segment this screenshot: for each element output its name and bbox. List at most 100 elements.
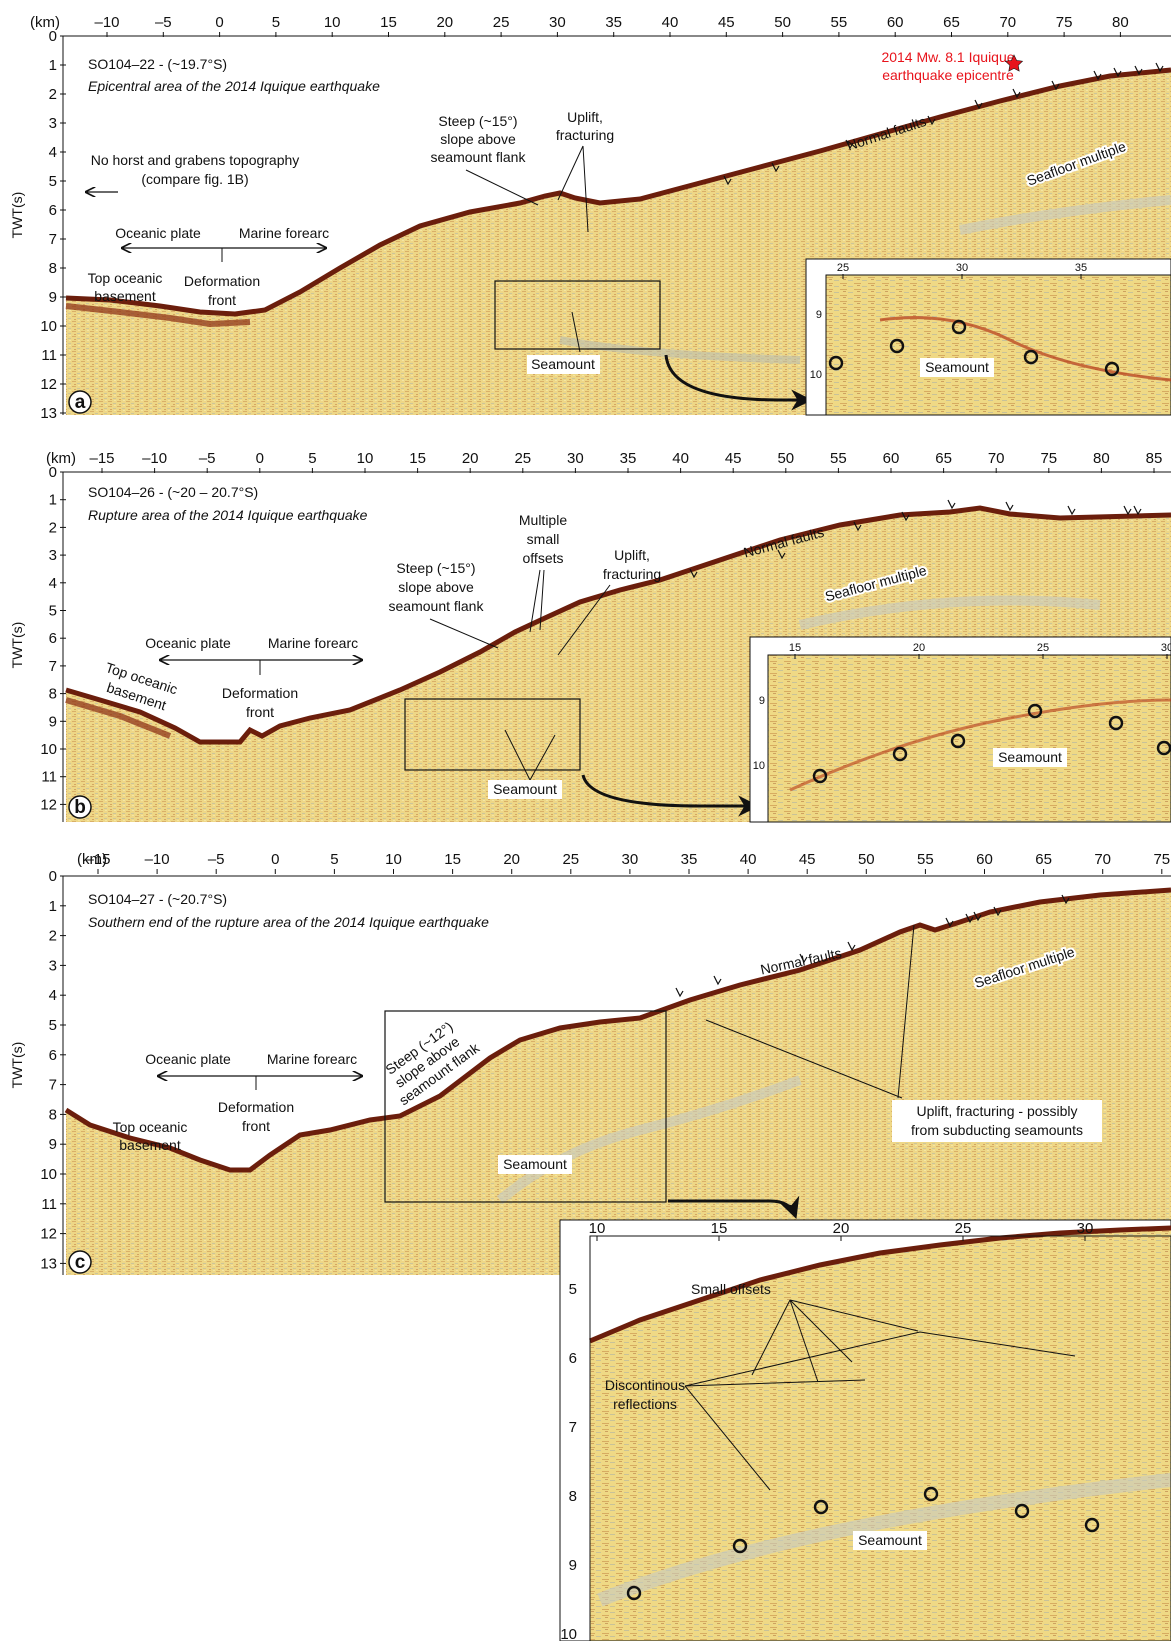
inset-seismic-c — [590, 1228, 1171, 1641]
fault-tick-b — [1005, 501, 1014, 512]
seamount-label-a: Seamount — [531, 356, 595, 372]
inset-x-axis-a: 25 30 35 — [837, 262, 1087, 279]
twt-a-tick: 4 — [49, 144, 57, 161]
seamount-label-bg-c — [498, 1155, 572, 1174]
inset-box-c — [384, 1010, 667, 1203]
inset-seafloor-c — [589, 1225, 1171, 1344]
km-a-tick: 55 — [831, 14, 848, 31]
profile-id-b: SO104–26 - (~20 – 20.7°S) — [88, 484, 258, 500]
inset-plot-frame-c — [589, 1235, 1171, 1641]
seafloor-reflector-b — [65, 505, 1171, 745]
deformation-label-a2: front — [208, 292, 236, 308]
km-unit-c: (km) — [77, 851, 107, 868]
twt-c-tick: 1 — [49, 898, 57, 915]
seamount-label-b: Seamount — [493, 781, 557, 797]
fault-tick-b — [1067, 505, 1076, 516]
twt-c-tick: 0 — [49, 868, 57, 885]
km-b-tick: 30 — [567, 450, 584, 467]
km-a-tick: 25 — [493, 14, 510, 31]
km-a-tick: 10 — [324, 14, 341, 31]
inset-b-y-tick: 10 — [753, 760, 765, 772]
inset-seamount-bg-a — [920, 358, 994, 377]
twt-c-tick: 11 — [41, 1196, 57, 1213]
twt-b-tick: 6 — [49, 630, 57, 647]
km-c-tick: 75 — [1153, 851, 1170, 868]
fault-tick-b — [853, 521, 862, 532]
twt-b-tick: 2 — [49, 519, 57, 536]
fault-tick-c — [945, 917, 954, 928]
uplift-label-c2: from subducting seamounts — [911, 1122, 1083, 1138]
inset-b-x-tick: 15 — [789, 642, 801, 654]
inset-b-x-tick: 20 — [913, 642, 925, 654]
inset-seamount-label-b: Seamount — [998, 749, 1062, 765]
steep-label-b1: Steep (~15°) — [396, 560, 475, 576]
twt-c-tick: 5 — [49, 1017, 57, 1034]
inset-circles-a — [828, 319, 1120, 377]
twt-a-tick: 10 — [40, 318, 57, 335]
km-c-tick: 5 — [330, 851, 338, 868]
twt-b-tick: 8 — [49, 686, 57, 703]
km-c-tick: –5 — [208, 851, 225, 868]
fault-tick-c — [799, 953, 808, 964]
seafloor-multiple-band-a — [959, 195, 1171, 235]
km-a-tick: 80 — [1112, 14, 1129, 31]
ylabel-a: TWT(s) — [9, 192, 25, 239]
profile-subtitle-c: Southern end of the rupture area of the … — [88, 914, 489, 930]
km-b-tick: –5 — [199, 450, 216, 467]
panel-letter-circle-a — [68, 390, 92, 414]
seamount-marker-b — [812, 768, 828, 784]
multiple-band-a — [559, 336, 801, 364]
inset-c-y-tick: 9 — [569, 1557, 577, 1574]
seamount-marker-c — [626, 1585, 642, 1601]
twt-b-tick: 5 — [49, 603, 57, 620]
zoom-arrow-icon-a — [664, 354, 813, 411]
km-c-tick: 65 — [1035, 851, 1052, 868]
km-unit-a: (km) — [30, 14, 60, 31]
twt-c-tick: 8 — [49, 1106, 57, 1123]
twt-c-tick: 6 — [49, 1047, 57, 1064]
inset-multiple-c — [597, 1473, 1171, 1607]
twt-b-tick: 11 — [41, 769, 57, 786]
inset-b-x-tick: 30 — [1161, 642, 1171, 654]
inset-c: 10 15 20 25 30 5 6 7 8 9 10 Small offsets Discont… — [559, 1219, 1171, 1641]
twt-b-tick: 12 — [40, 796, 57, 813]
twt-c-tick: 9 — [49, 1136, 57, 1153]
steep-label-b3: seamount flank — [389, 598, 485, 614]
seamount-marker-b — [892, 746, 908, 762]
km-a-tick: –10 — [94, 14, 119, 31]
inset-a: 25 30 35 9 10 Seamount — [805, 258, 1171, 416]
ylabel-b: TWT(s) — [9, 622, 25, 669]
deformation-label-b2: front — [246, 704, 274, 720]
twt-c-tick: 12 — [40, 1226, 57, 1243]
ylabel-c: TWT(s) — [9, 1042, 25, 1089]
profile-subtitle-b: Rupture area of the 2014 Iquique earthqu… — [88, 507, 368, 523]
inset-a-y-tick: 9 — [816, 309, 822, 321]
km-c-tick: 15 — [444, 851, 461, 868]
fault-tick-a — [845, 139, 854, 150]
km-axis-c: –15 –10 –5 0 5 10 15 20 25 30 35 40 45 50 55 60 65 70 75 — [85, 851, 1170, 874]
inset-circles-c — [626, 1486, 1100, 1601]
twt-b-tick: 10 — [40, 741, 57, 758]
km-axis-b: –15 –10 –5 0 5 10 15 20 25 30 35 40 45 50 55 60 65 70 75 80… — [89, 450, 1162, 473]
inset-circles-b — [812, 703, 1171, 784]
twt-a-tick: 6 — [49, 202, 57, 219]
seamount-marker-b — [1027, 703, 1043, 719]
seamount-marker-a — [889, 338, 905, 354]
twt-c-tick: 3 — [49, 957, 57, 974]
km-a-tick: 40 — [662, 14, 679, 31]
panel-letter-b: b — [74, 797, 86, 818]
twt-a-tick: 0 — [49, 28, 57, 45]
marine-forearc-label-c: Marine forearc — [267, 1051, 357, 1067]
epicentre-label-1: 2014 Mw. 8.1 Iquique — [881, 49, 1014, 65]
inset-a-y-tick: 10 — [810, 369, 822, 381]
twt-a-tick: 7 — [49, 231, 57, 248]
seamount-label-c: Seamount — [503, 1156, 567, 1172]
uplift-leader-b — [557, 584, 611, 656]
seafloor-reflector-c — [64, 887, 1171, 1173]
panel-letter-c: c — [75, 1252, 86, 1273]
km-a-tick: 0 — [215, 14, 223, 31]
km-b-tick: 45 — [725, 450, 742, 467]
inset-c-x-tick: 20 — [833, 1220, 850, 1237]
seamount-marker-c — [1014, 1503, 1030, 1519]
